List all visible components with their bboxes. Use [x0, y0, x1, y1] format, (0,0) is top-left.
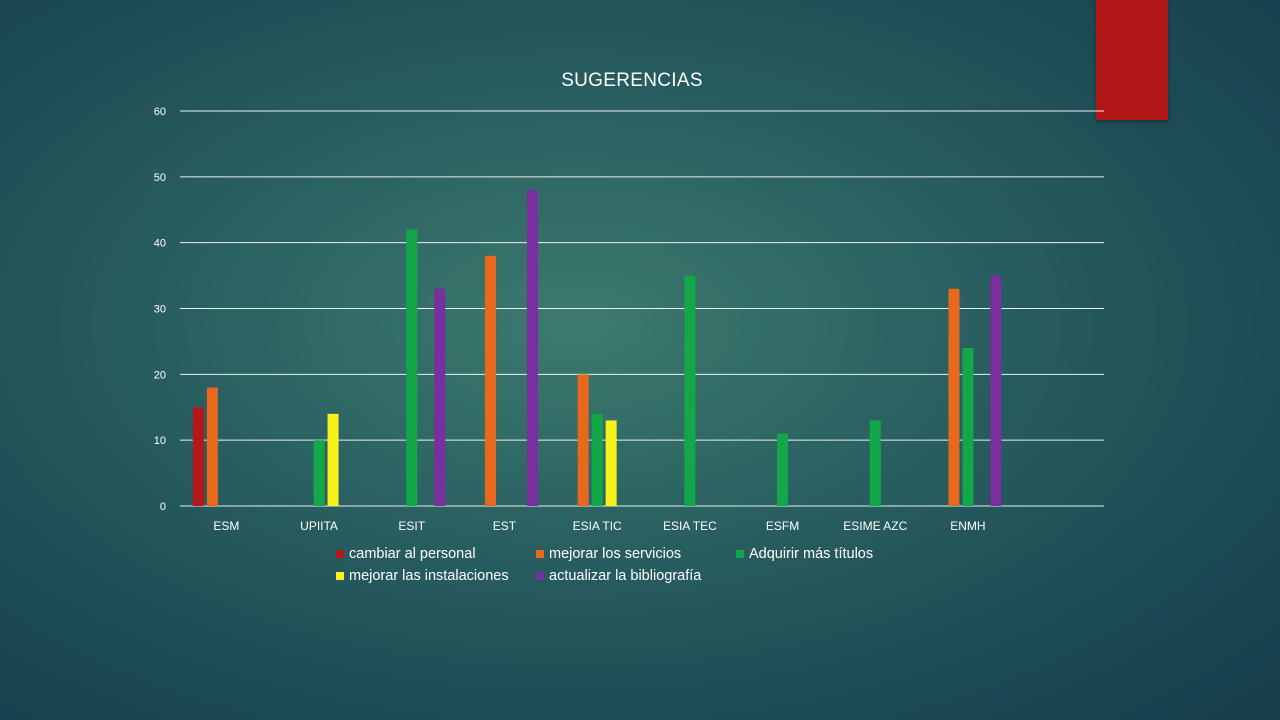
x-tick-label: ESM [213, 519, 239, 533]
legend-swatch [536, 572, 544, 580]
legend-item: cambiar al personal [336, 544, 536, 564]
chart-title: SUGERENCIAS [561, 70, 703, 91]
y-tick-label: 60 [154, 106, 166, 118]
legend-swatch [736, 550, 744, 558]
decorative-red-tab [1096, 0, 1168, 120]
x-tick-label: ESFM [766, 519, 799, 533]
bar [526, 190, 538, 506]
bar [577, 374, 589, 506]
bar [990, 275, 1002, 506]
y-tick-label: 40 [154, 238, 166, 250]
legend-item: Adquirir más títulos [736, 544, 936, 564]
bar [777, 433, 789, 506]
legend-swatch [336, 550, 344, 558]
legend-swatch [536, 550, 544, 558]
y-tick-label: 30 [154, 304, 166, 316]
x-tick-label: UPIITA [300, 519, 338, 533]
legend-label: mejorar las instalaciones [349, 568, 509, 584]
legend-label: Adquirir más títulos [749, 546, 874, 562]
bar [313, 440, 325, 506]
bar [206, 387, 218, 506]
bar [406, 229, 418, 506]
x-tick-label: ESIA TEC [663, 519, 717, 533]
bar [484, 255, 496, 506]
legend-item: mejorar las instalaciones [336, 566, 536, 586]
legend-label: cambiar al personal [349, 546, 476, 562]
chart-legend: cambiar al personal mejorar los servicios… [336, 544, 936, 586]
x-tick-label: ESIT [398, 519, 425, 533]
bar [948, 288, 960, 506]
x-tick-label: ESIA TIC [573, 519, 622, 533]
bar [327, 413, 339, 506]
bar [434, 288, 446, 506]
bar [869, 420, 881, 506]
y-tick-label: 10 [154, 435, 166, 447]
y-tick-label: 0 [160, 501, 166, 513]
legend-item: mejorar los servicios [536, 544, 736, 564]
bar [684, 275, 696, 506]
x-tick-label: ENMH [950, 519, 985, 533]
bar [192, 407, 204, 506]
legend-item: actualizar la bibliografía [536, 566, 776, 586]
x-tick-label: EST [493, 519, 517, 533]
legend-swatch [336, 572, 344, 580]
x-tick-label: ESIME AZC [843, 519, 907, 533]
y-tick-label: 20 [154, 369, 166, 381]
y-tick-label: 50 [154, 172, 166, 184]
bar [962, 348, 974, 506]
bar [591, 413, 603, 506]
bar [605, 420, 617, 506]
legend-label: actualizar la bibliografía [549, 568, 702, 584]
legend-label: mejorar los servicios [549, 546, 682, 562]
